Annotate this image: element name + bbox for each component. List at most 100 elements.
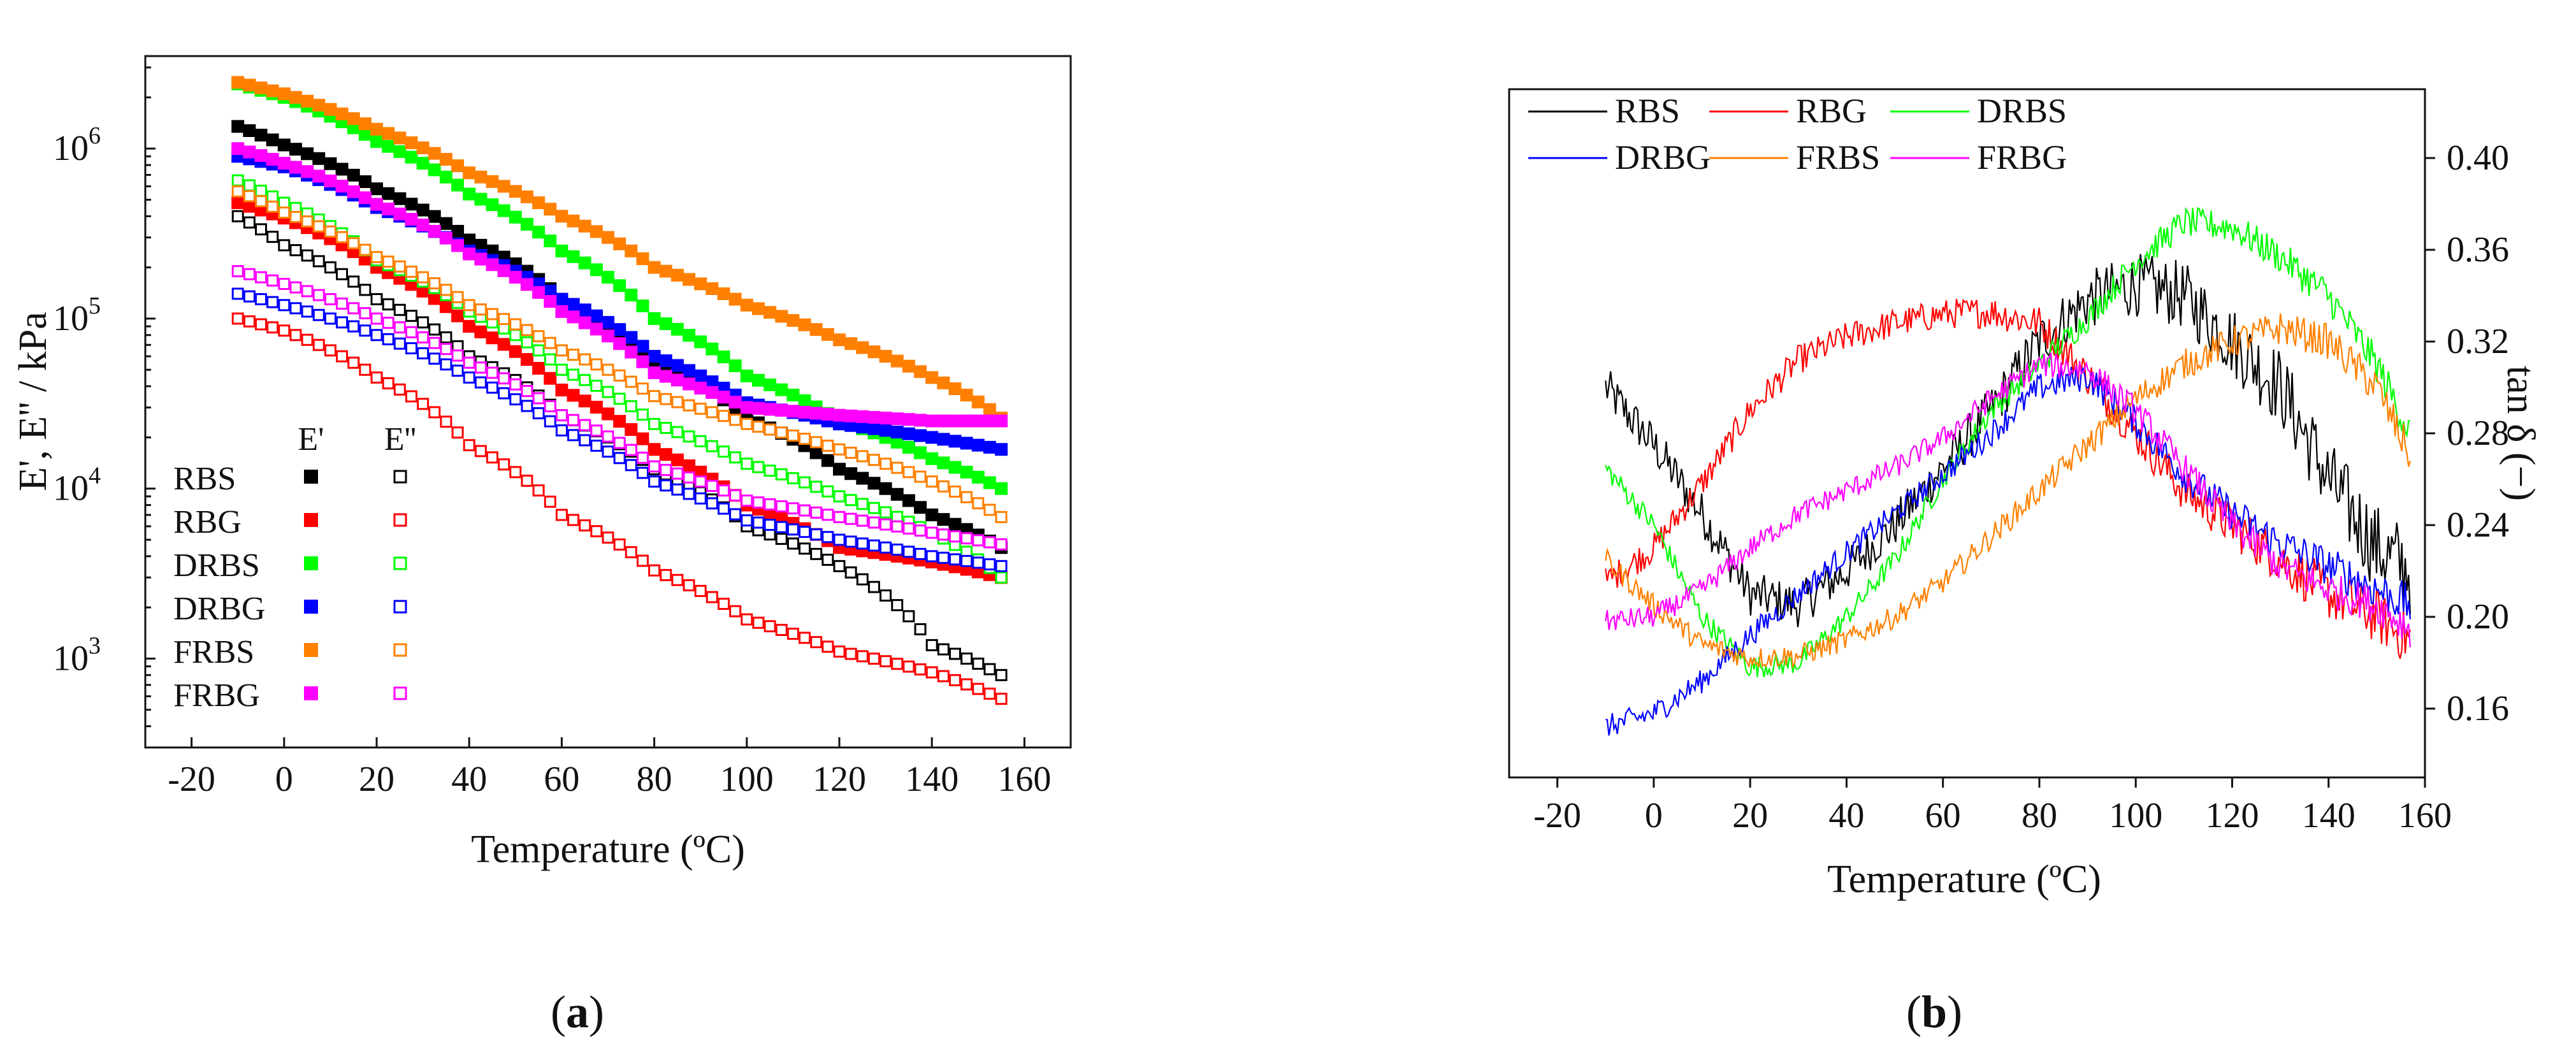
point-drbs-loss: [821, 485, 834, 498]
point-drbg-loss: [636, 466, 649, 479]
legend-a-swatch-open-frbg: [393, 686, 407, 700]
point-drbs-storage: [751, 373, 765, 387]
point-rbs-loss: [983, 663, 996, 675]
point-frbs-storage: [648, 261, 661, 274]
point-frbg-storage: [706, 386, 719, 399]
point-rbs-loss: [821, 553, 834, 566]
chart-b-ytick-label: 0.28: [2447, 414, 2509, 453]
point-drbs-loss: [544, 353, 556, 366]
point-frbg-storage: [277, 157, 291, 170]
point-frbg-loss: [729, 489, 742, 502]
point-drbs-loss: [231, 174, 244, 187]
point-rbs-storage: [474, 238, 488, 252]
point-rbg-loss: [810, 636, 823, 649]
point-frbs-storage: [751, 302, 765, 315]
point-drbg-loss: [451, 365, 464, 377]
point-frbs-storage: [567, 214, 580, 227]
point-rbs-loss: [856, 573, 869, 586]
point-frbs-loss: [579, 353, 591, 366]
point-drbs-storage: [451, 178, 465, 192]
legend-a-swatch-open-drbg: [393, 600, 407, 614]
point-frbg-loss: [879, 518, 892, 531]
point-frbg-storage: [659, 370, 672, 383]
point-frbs-storage: [694, 277, 707, 291]
point-frbg-storage: [844, 409, 858, 422]
point-frbs-storage: [497, 180, 510, 193]
point-drbs-loss: [555, 363, 568, 376]
legend-a-swatch-filled-frbg: [304, 686, 318, 700]
point-drbg-storage: [670, 359, 684, 372]
point-frbs-loss: [428, 277, 441, 290]
point-frbs-storage: [867, 345, 881, 359]
point-frbs-loss: [972, 497, 985, 510]
point-frbs-storage: [301, 94, 314, 108]
point-frbg-storage: [497, 264, 510, 277]
point-frbs-storage: [636, 252, 649, 265]
point-rbg-loss: [231, 312, 244, 325]
panel-label-a: (a): [551, 986, 604, 1037]
point-rbg-loss: [498, 458, 510, 471]
legend-a-swatch-open-drbs: [393, 556, 407, 570]
point-drbg-loss: [925, 550, 938, 563]
point-rbs-storage: [925, 509, 939, 522]
chart-b-ytick-label: 0.16: [2447, 689, 2509, 728]
point-rbg-storage: [520, 353, 533, 366]
legend-a-label-rbg: RBG: [173, 504, 242, 540]
point-drbs-loss: [660, 421, 672, 434]
point-drbg-loss: [867, 539, 880, 552]
legend-b-label-rbg: RBG: [1796, 92, 1867, 130]
point-frbg-storage: [937, 414, 950, 428]
point-frbs-storage: [948, 382, 962, 396]
point-drbs-storage: [370, 135, 383, 148]
point-rbs-storage: [324, 157, 337, 170]
point-drbs-loss: [590, 379, 603, 392]
point-frbg-storage: [890, 412, 904, 426]
point-frbg-loss: [289, 281, 302, 294]
point-rbg-loss: [821, 640, 834, 653]
point-rbg-loss: [636, 554, 649, 567]
point-frbg-loss: [694, 475, 707, 488]
point-frbg-storage: [544, 294, 557, 308]
point-drbg-loss: [428, 352, 441, 365]
point-frbg-loss: [555, 409, 568, 422]
point-drbg-loss: [729, 508, 742, 521]
point-frbg-storage: [879, 412, 892, 425]
point-frbg-loss: [301, 285, 314, 298]
point-drbg-loss: [660, 479, 672, 492]
point-drbg-loss: [718, 502, 730, 515]
point-frbs-storage: [602, 231, 614, 244]
point-frbg-loss: [718, 484, 730, 497]
point-frbg-storage: [416, 219, 430, 232]
point-drbg-loss: [440, 358, 452, 371]
point-frbs-storage: [266, 84, 279, 97]
chart-b-xtick-label: 60: [1925, 796, 1961, 835]
point-drbg-loss: [902, 545, 915, 558]
point-drbs-storage: [544, 235, 557, 248]
point-rbg-loss: [602, 531, 614, 544]
point-frbs-storage: [358, 117, 372, 131]
point-drbs-storage: [670, 322, 684, 336]
point-drbg-storage: [578, 303, 591, 317]
point-rbg-loss: [370, 371, 383, 384]
point-rbs-loss: [867, 581, 880, 593]
point-frbs-storage: [231, 76, 245, 89]
point-rbs-loss: [417, 316, 430, 329]
point-frbg-loss: [671, 467, 684, 480]
point-frbg-loss: [867, 516, 880, 529]
point-frbg-storage: [463, 247, 476, 261]
point-drbg-storage: [659, 354, 672, 368]
point-drbs-loss: [833, 490, 846, 503]
point-frbg-loss: [451, 349, 464, 362]
point-drbg-storage: [971, 438, 985, 452]
point-rbg-loss: [393, 383, 406, 396]
point-drbg-storage: [925, 431, 939, 444]
point-rbs-loss: [243, 216, 256, 229]
point-rbg-loss: [266, 321, 279, 334]
point-drbg-loss: [266, 296, 279, 308]
point-frbs-loss: [867, 454, 880, 466]
point-rbg-loss: [799, 632, 811, 644]
point-drbs-storage: [960, 465, 973, 479]
point-rbs-loss: [336, 268, 349, 280]
point-drbs-storage: [937, 456, 950, 470]
point-frbs-loss: [289, 210, 302, 223]
